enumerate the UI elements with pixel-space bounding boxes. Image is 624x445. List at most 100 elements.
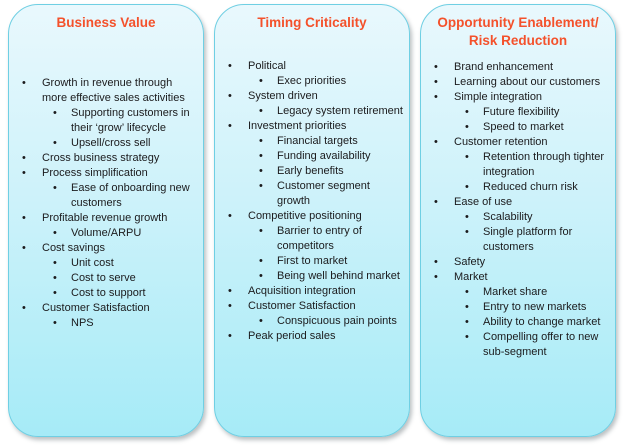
bullet-icon: • — [259, 315, 263, 327]
list-item-text: Being well behind market — [277, 270, 400, 282]
list-item: • Cross business strategy — [9, 151, 199, 166]
list-item-text: Volume/ARPU — [71, 227, 142, 239]
list-item-text: Exec priorities — [277, 75, 347, 87]
list-item: • Supporting customers in their ‘grow’ li… — [9, 106, 199, 136]
list-item-text: Conspicuous pain points — [277, 315, 397, 327]
list-item: • Conspicuous pain points — [215, 314, 405, 329]
bullet-icon: • — [434, 256, 438, 268]
list-item: • Profitable revenue growth — [9, 211, 199, 226]
list-item: • Scalability — [421, 210, 611, 225]
list-item-text: Scalability — [483, 211, 533, 223]
bullet-icon: • — [465, 286, 469, 298]
bullet-icon: • — [228, 210, 232, 222]
bullet-icon: • — [259, 255, 263, 267]
bullet-icon: • — [465, 121, 469, 133]
bullet-icon: • — [259, 135, 263, 147]
bullet-icon: • — [259, 225, 263, 237]
list-item: • Market share — [421, 285, 611, 300]
list-item: • Peak period sales — [215, 329, 405, 344]
list-item: • Ability to change market — [421, 315, 611, 330]
list-item: • Brand enhancement — [421, 60, 611, 75]
bullet-list: • Growth in revenue through more effectiv… — [9, 76, 203, 331]
list-item-text: Cost savings — [42, 242, 105, 254]
list-item: • System driven — [215, 89, 405, 104]
list-item: • Market — [421, 270, 611, 285]
list-item: • Single platform for customers — [421, 225, 611, 255]
bullet-list: • Political • Exec priorities • System driven… — [215, 59, 409, 344]
list-item: • Financial targets — [215, 134, 405, 149]
bullet-icon: • — [22, 212, 26, 224]
list-item: • Customer segment growth — [215, 179, 405, 209]
bullet-icon: • — [22, 302, 26, 314]
bullet-icon: • — [228, 330, 232, 342]
bullet-icon: • — [259, 270, 263, 282]
bullet-icon: • — [53, 287, 57, 299]
list-item-text: Simple integration — [454, 91, 543, 103]
list-item-text: Acquisition integration — [248, 285, 356, 297]
bullet-icon: • — [228, 285, 232, 297]
bullet-icon: • — [228, 90, 232, 102]
bullet-icon: • — [434, 271, 438, 283]
list-item-text: Ability to change market — [483, 316, 601, 328]
list-item: • Growth in revenue through more effectiv… — [9, 76, 199, 106]
bullet-icon: • — [259, 180, 263, 192]
bullet-icon: • — [434, 196, 438, 208]
list-item: • Competitive positioning — [215, 209, 405, 224]
bullet-icon: • — [465, 211, 469, 223]
list-item: • Retention through tighter integration — [421, 150, 611, 180]
list-item-text: Process simplification — [42, 167, 148, 179]
list-item-text: Customer retention — [454, 136, 548, 148]
list-item: • Entry to new markets — [421, 300, 611, 315]
list-item-text: Customer segment growth — [277, 180, 370, 207]
list-item-text: Financial targets — [277, 135, 358, 147]
list-item-text: Political — [248, 60, 286, 72]
list-item-text: Reduced churn risk — [483, 181, 578, 193]
list-item: • Process simplification — [9, 166, 199, 181]
list-item-text: System driven — [248, 90, 318, 102]
list-item: • Customer Satisfaction — [9, 301, 199, 316]
list-item: • Unit cost — [9, 256, 199, 271]
list-item-text: Ease of onboarding new customers — [71, 182, 190, 209]
list-item: • Funding availability — [215, 149, 405, 164]
bullet-icon: • — [53, 272, 57, 284]
list-item-text: NPS — [71, 317, 94, 329]
panel-title: Opportunity Enablement/ Risk Reduction — [437, 15, 599, 48]
bullet-icon: • — [434, 76, 438, 88]
list-item: • Investment priorities — [215, 119, 405, 134]
list-item: • Safety — [421, 255, 611, 270]
panel-timing-criticality: Timing Criticality • Political • Exec prior… — [214, 4, 410, 437]
list-item-text: Retention through tighter integration — [483, 151, 605, 178]
list-item-text: Peak period sales — [248, 330, 336, 342]
list-item: • Cost savings — [9, 241, 199, 256]
list-item-text: Unit cost — [71, 257, 114, 269]
bullet-icon: • — [228, 60, 232, 72]
list-item-text: Ease of use — [454, 196, 513, 208]
bullet-icon: • — [53, 227, 57, 239]
list-item: • Being well behind market — [215, 269, 405, 284]
bullet-icon: • — [53, 182, 57, 194]
list-item: • Ease of use — [421, 195, 611, 210]
bullet-icon: • — [259, 75, 263, 87]
list-item: • Exec priorities — [215, 74, 405, 89]
list-item-text: Supporting customers in their ‘grow’ lif… — [71, 107, 190, 134]
list-item-text: Market share — [483, 286, 548, 298]
list-item-text: Brand enhancement — [454, 61, 554, 73]
list-item: • Volume/ARPU — [9, 226, 199, 241]
list-item: • Early benefits — [215, 164, 405, 179]
bullet-icon: • — [259, 105, 263, 117]
list-item: • Cost to serve — [9, 271, 199, 286]
bullet-icon: • — [22, 152, 26, 164]
bullet-icon: • — [22, 242, 26, 254]
list-item: • Speed to market — [421, 120, 611, 135]
bullet-icon: • — [465, 181, 469, 193]
list-item-text: Upsell/cross sell — [71, 137, 151, 149]
list-item-text: Learning about our customers — [454, 76, 601, 88]
list-item: • Barrier to entry of competitors — [215, 224, 405, 254]
bullet-icon: • — [53, 107, 57, 119]
bullet-icon: • — [434, 136, 438, 148]
list-item-text: Single platform for customers — [483, 226, 573, 253]
bullet-icon: • — [465, 316, 469, 328]
bullet-icon: • — [259, 150, 263, 162]
list-item: • NPS — [9, 316, 199, 331]
list-item-text: Barrier to entry of competitors — [277, 225, 362, 252]
